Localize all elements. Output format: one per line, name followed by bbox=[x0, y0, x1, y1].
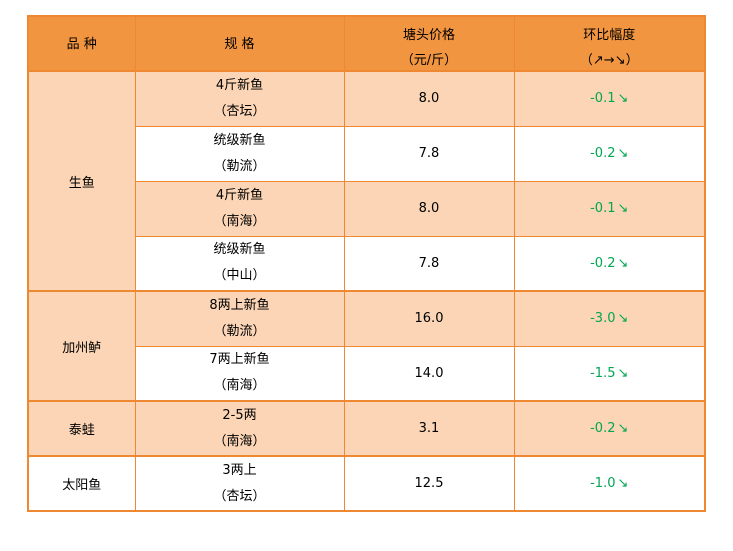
spec-size: 4斤新鱼 bbox=[215, 77, 264, 93]
table-row: 统级新鱼 （中山） 7.8 -0.2 ↘ bbox=[28, 235, 706, 292]
table-row: 加州鲈 8两上新鱼 （勒流） 16.0 -3.0 ↘ bbox=[27, 290, 706, 402]
spec-origin: （勒流） bbox=[213, 158, 266, 174]
change-value: -1.0 bbox=[590, 476, 616, 491]
price-cell: 8.0 bbox=[343, 180, 515, 237]
spec-size: 2-5两 bbox=[222, 407, 257, 423]
price-cell: 8.0 bbox=[343, 70, 515, 127]
price-cell: 12.5 bbox=[343, 455, 515, 512]
table-header-row: 品 种 规 格 塘头价格 （元/斤） 环比幅度 （↗→↘） bbox=[27, 15, 706, 72]
change-cell: -0.2 ↘ bbox=[513, 235, 706, 292]
change-value: -0.2 bbox=[590, 421, 616, 436]
species-cell: 加州鲈 bbox=[27, 290, 136, 402]
spec-cell: 3两上 （杏坛） bbox=[134, 455, 345, 512]
spec-size: 统级新鱼 bbox=[213, 132, 266, 148]
decline-arrow-icon: ↘ bbox=[617, 146, 629, 161]
decline-arrow-icon: ↘ bbox=[617, 311, 629, 327]
change-cell: -1.5 ↘ bbox=[513, 345, 706, 402]
change-cell: -0.2 ↘ bbox=[513, 400, 706, 457]
table-row: 泰蛙 2-5两 （南海） 3.1 -0.2 ↘ bbox=[27, 400, 706, 457]
price-cell: 7.8 bbox=[343, 235, 515, 292]
table-row: 7两上新鱼 （南海） 14.0 -1.5 ↘ bbox=[28, 345, 706, 402]
table-row: 统级新鱼 （勒流） 7.8 -0.2 ↘ bbox=[28, 125, 706, 182]
header-price-label: 塘头价格 bbox=[402, 28, 455, 43]
spec-origin: （杏坛） bbox=[213, 488, 266, 504]
header-spec: 规 格 bbox=[134, 15, 345, 72]
header-change-label: 环比幅度 bbox=[583, 28, 636, 43]
change-value: -3.0 bbox=[590, 311, 616, 327]
decline-arrow-icon: ↘ bbox=[617, 421, 629, 436]
header-price: 塘头价格 （元/斤） bbox=[343, 15, 515, 72]
decline-arrow-icon: ↘ bbox=[617, 201, 629, 216]
fish-price-table: 品 种 规 格 塘头价格 （元/斤） 环比幅度 （↗→↘） 生鱼 bbox=[27, 15, 706, 512]
price-cell: 7.8 bbox=[343, 125, 515, 182]
spec-cell: 2-5两 （南海） bbox=[134, 400, 345, 457]
species-cell: 泰蛙 bbox=[27, 400, 136, 457]
spec-size: 3两上 bbox=[222, 462, 257, 478]
table-row: 太阳鱼 3两上 （杏坛） 12.5 -1.0 ↘ bbox=[27, 455, 706, 512]
header-species: 品 种 bbox=[27, 15, 136, 72]
change-value: -0.2 bbox=[590, 255, 616, 271]
spec-cell: 统级新鱼 （中山） bbox=[134, 235, 345, 292]
species-cell: 生鱼 bbox=[27, 70, 136, 292]
change-cell: -1.0 ↘ bbox=[513, 455, 706, 512]
header-species-label: 品 种 bbox=[66, 37, 97, 52]
spec-cell: 4斤新鱼 （杏坛） bbox=[134, 70, 345, 127]
change-value: -1.5 bbox=[590, 365, 616, 381]
header-price-unit: （元/斤） bbox=[400, 53, 458, 68]
decline-arrow-icon: ↘ bbox=[617, 476, 629, 491]
spec-origin: （中山） bbox=[213, 268, 266, 284]
price-cell: 3.1 bbox=[343, 400, 515, 457]
header-change: 环比幅度 （↗→↘） bbox=[513, 15, 706, 72]
spec-cell: 8两上新鱼 （勒流） bbox=[134, 290, 345, 347]
change-cell: -3.0 ↘ bbox=[513, 290, 706, 347]
decline-arrow-icon: ↘ bbox=[617, 255, 629, 271]
spec-size: 统级新鱼 bbox=[213, 242, 266, 258]
decline-arrow-icon: ↘ bbox=[617, 91, 629, 107]
species-cell: 太阳鱼 bbox=[27, 455, 136, 512]
table-row: 生鱼 4斤新鱼 （杏坛） 8.0 -0.1 ↘ bbox=[27, 70, 706, 292]
change-value: -0.2 bbox=[590, 146, 616, 161]
table-row: 4斤新鱼 （南海） 8.0 -0.1 ↘ bbox=[28, 180, 706, 237]
spec-size: 7两上新鱼 bbox=[209, 352, 270, 368]
spec-origin: （勒流） bbox=[213, 323, 266, 339]
spec-size: 4斤新鱼 bbox=[215, 187, 264, 203]
price-cell: 14.0 bbox=[343, 345, 515, 402]
change-cell: -0.1 ↘ bbox=[513, 70, 706, 127]
spec-cell: 统级新鱼 （勒流） bbox=[134, 125, 345, 182]
change-value: -0.1 bbox=[590, 91, 616, 107]
header-spec-label: 规 格 bbox=[224, 37, 255, 52]
decline-arrow-icon: ↘ bbox=[617, 365, 629, 381]
spec-cell: 4斤新鱼 （南海） bbox=[134, 180, 345, 237]
spec-origin: （杏坛） bbox=[213, 103, 266, 119]
change-cell: -0.2 ↘ bbox=[513, 125, 706, 182]
spec-origin: （南海） bbox=[213, 378, 266, 394]
change-value: -0.1 bbox=[590, 201, 616, 216]
change-cell: -0.1 ↘ bbox=[513, 180, 706, 237]
spec-origin: （南海） bbox=[213, 433, 266, 449]
spec-origin: （南海） bbox=[213, 213, 266, 229]
price-cell: 16.0 bbox=[343, 290, 515, 347]
spec-size: 8两上新鱼 bbox=[209, 297, 270, 313]
spec-cell: 7两上新鱼 （南海） bbox=[134, 345, 345, 402]
header-change-arrows: （↗→↘） bbox=[579, 53, 639, 68]
